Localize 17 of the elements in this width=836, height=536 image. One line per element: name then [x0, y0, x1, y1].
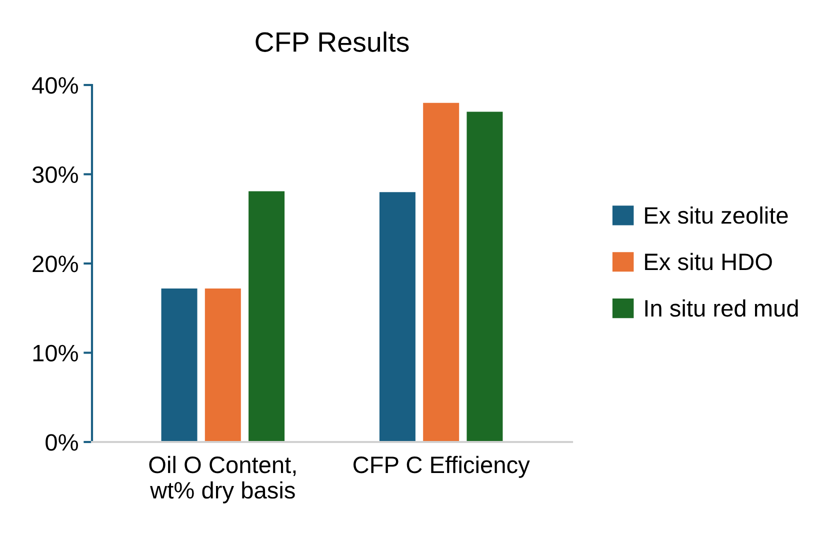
legend-label: Ex situ HDO: [645, 252, 772, 270]
bar: [379, 192, 416, 442]
y-tick-label: 40%: [32, 77, 78, 94]
bar: [248, 191, 285, 442]
legend-label: In situ red mud: [645, 299, 798, 317]
y-tick-label: 0%: [46, 434, 78, 451]
y-tick-label: 30%: [32, 166, 78, 184]
legend-label: Ex situ zeolite: [645, 206, 788, 224]
bar: [161, 288, 198, 442]
x-tick-label: CFP C Efficiency: [353, 456, 530, 478]
bar: [423, 102, 460, 442]
y-tick-label: 10%: [33, 344, 78, 362]
x-tick-label: Oil O Content, wt% dry basis: [149, 456, 296, 504]
chart-title: CFP Results: [256, 32, 409, 52]
y-tick-label: 20%: [32, 256, 78, 272]
bar: [466, 112, 503, 442]
bar: [204, 288, 241, 442]
